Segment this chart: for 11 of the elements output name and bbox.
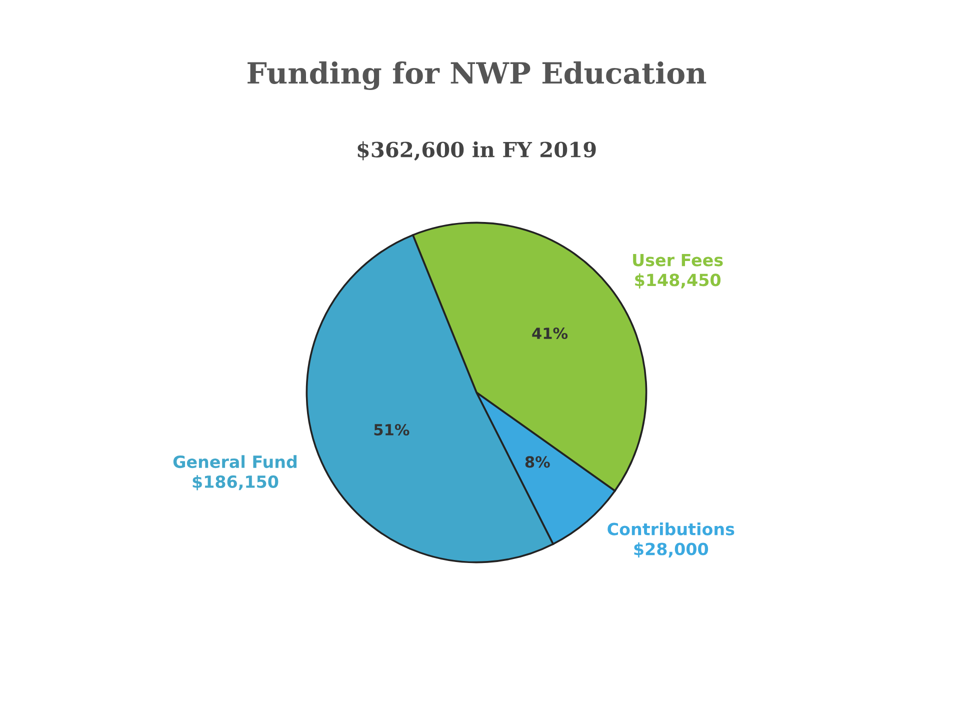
chart-subtitle: $362,600 in FY 2019 xyxy=(358,141,596,161)
chart-title: Funding for NWP Education xyxy=(248,61,706,90)
data-label: $148,450 xyxy=(635,273,721,288)
text: 51% xyxy=(374,424,410,436)
slice-label: Contributions xyxy=(608,522,734,536)
text: 8% xyxy=(525,456,550,468)
slice-label: User Fees xyxy=(633,254,723,266)
text: 41% xyxy=(532,327,568,340)
data-label: $28,000 xyxy=(634,542,708,558)
data-label: $186,150 xyxy=(192,475,278,490)
slice-label: General Fund xyxy=(173,455,297,468)
